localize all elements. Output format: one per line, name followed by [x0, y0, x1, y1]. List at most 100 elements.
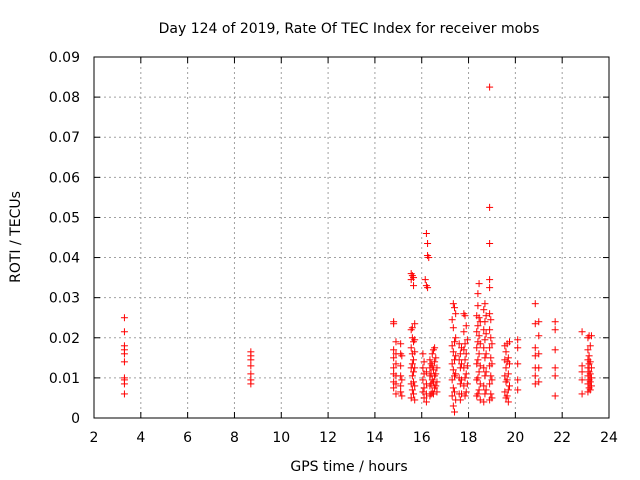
data-point: [551, 364, 559, 372]
data-point: [422, 229, 430, 237]
data-point: [451, 388, 458, 396]
data-point: [578, 390, 586, 398]
chart-title: Day 124 of 2019, Rate Of TEC Index for r…: [159, 21, 540, 37]
data-point: [449, 300, 457, 308]
grid: [94, 57, 609, 418]
data-point: [460, 364, 468, 372]
data-point: [432, 370, 440, 378]
data-point: [487, 390, 495, 398]
data-point: [480, 364, 488, 372]
data-point: [475, 280, 483, 288]
data-point: [482, 386, 490, 394]
data-point: [504, 398, 512, 406]
data-point: [587, 364, 595, 372]
x-tick-label: 22: [553, 430, 571, 446]
x-tick-label: 20: [506, 430, 524, 446]
data-point: [411, 348, 419, 356]
data-point: [578, 328, 586, 336]
data-point: [455, 356, 463, 364]
x-tick-label: 12: [319, 430, 337, 446]
data-point: [419, 388, 427, 396]
data-point: [488, 376, 496, 384]
data-point: [410, 282, 418, 290]
y-tick-label: 0.08: [49, 90, 80, 106]
data-point: [473, 328, 481, 336]
data-point: [410, 378, 418, 386]
data-point: [480, 382, 488, 390]
data-point: [551, 326, 559, 334]
data-point: [419, 376, 427, 384]
data-point: [433, 378, 441, 386]
data-point: [504, 370, 512, 378]
data-point: [501, 372, 509, 380]
data-point: [586, 378, 594, 386]
data-point: [475, 332, 483, 340]
data-point: [551, 346, 559, 354]
data-point: [502, 364, 510, 372]
data-point: [463, 336, 471, 344]
data-point: [420, 384, 428, 392]
data-point: [586, 370, 594, 378]
data-point: [482, 330, 490, 338]
data-point: [411, 320, 419, 328]
data-point: [473, 360, 481, 368]
data-point: [432, 354, 440, 362]
data-point: [460, 346, 468, 354]
data-point: [408, 324, 416, 332]
data-point: [480, 344, 488, 352]
x-tick-label: 10: [272, 430, 290, 446]
data-point: [514, 344, 522, 352]
data-point: [247, 380, 255, 388]
data-point: [535, 364, 543, 372]
data-point: [461, 312, 469, 320]
y-tick-label: 0: [71, 411, 80, 427]
data-point: [397, 340, 405, 348]
data-point: [514, 336, 522, 344]
data-point: [398, 352, 406, 360]
x-tick-label: 24: [600, 430, 618, 446]
data-point: [431, 344, 439, 352]
data-point: [397, 382, 405, 390]
data-point: [504, 386, 512, 394]
data-point: [456, 350, 464, 358]
data-point: [506, 338, 514, 346]
data-point: [514, 360, 522, 368]
y-tick-label: 0.02: [49, 331, 80, 347]
data-point: [506, 382, 514, 390]
data-point: [587, 332, 595, 340]
data-point: [458, 360, 466, 368]
data-point: [398, 392, 406, 400]
data-point: [425, 254, 433, 262]
data-point: [451, 304, 458, 312]
data-point: [419, 364, 427, 372]
data-point: [586, 358, 594, 366]
data-point: [452, 310, 460, 318]
data-point: [120, 328, 128, 336]
data-point: [392, 338, 400, 346]
data-point: [584, 346, 592, 354]
data-point: [390, 320, 398, 328]
data-point: [408, 372, 416, 380]
data-point: [390, 354, 398, 362]
x-tick-label: 2: [90, 430, 99, 446]
data-point: [486, 284, 494, 292]
data-point: [535, 318, 543, 326]
data-point: [392, 390, 400, 398]
data-point: [481, 354, 489, 362]
data-point: [420, 358, 428, 366]
data-point: [455, 340, 463, 348]
data-point: [247, 370, 255, 378]
data-point: [429, 390, 437, 398]
data-point: [585, 352, 593, 360]
data-point: [452, 370, 460, 378]
data-point: [397, 372, 405, 380]
data-point: [474, 356, 482, 364]
data-point: [486, 310, 494, 318]
data-point: [408, 386, 416, 394]
data-point: [531, 320, 539, 328]
data-point: [476, 396, 484, 404]
data-point: [461, 374, 469, 382]
data-point: [486, 203, 494, 211]
data-point: [392, 380, 400, 388]
data-point: [408, 360, 416, 368]
